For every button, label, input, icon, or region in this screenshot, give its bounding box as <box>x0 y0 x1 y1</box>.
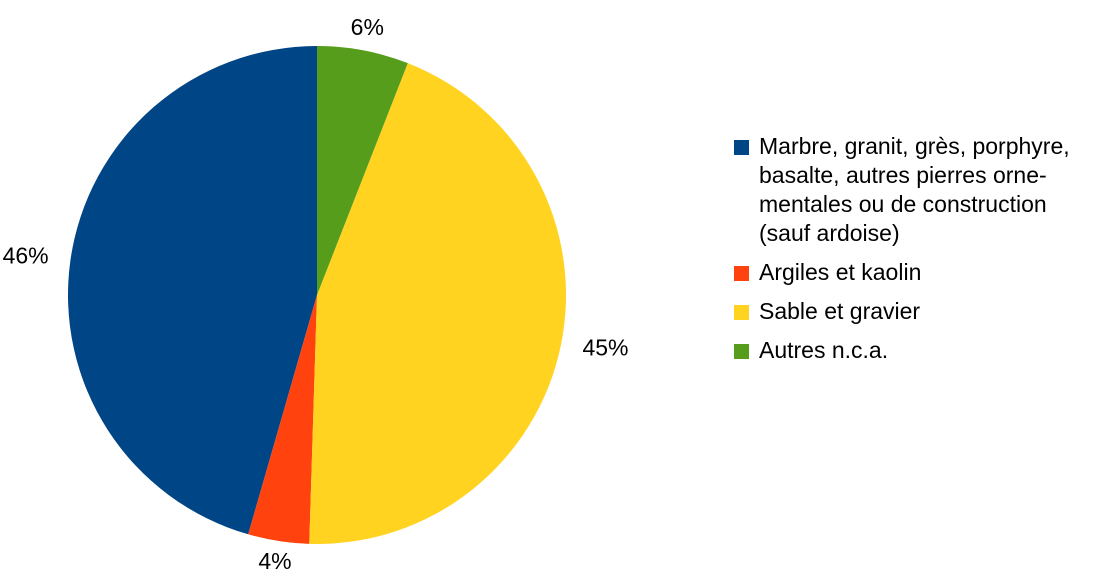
pie-slice-argiles <box>248 295 317 544</box>
legend: Marbre, granit, grès, porphyre, basalte,… <box>734 132 1106 375</box>
legend-label-autres: Autres n.c.a. <box>759 337 889 363</box>
legend-swatch-argiles <box>734 266 749 281</box>
legend-item-argiles: Argiles et kaolin <box>734 258 1106 287</box>
legend-label-sable: Sable et gravier <box>759 298 921 324</box>
legend-swatch-sable <box>734 305 749 320</box>
data-label-sable: 45% <box>582 334 628 360</box>
legend-item-autres: Autres n.c.a. <box>734 336 1106 365</box>
pie-slice-marbre <box>68 46 317 535</box>
legend-label-marbre: Marbre, granit, grès, porphyre, basalte,… <box>759 133 1070 246</box>
legend-label-argiles: Argiles et kaolin <box>759 259 922 285</box>
data-label-argiles: 4% <box>258 548 291 574</box>
legend-swatch-autres <box>734 344 749 359</box>
data-label-marbre: 46% <box>3 242 49 268</box>
pie-slices <box>68 46 567 544</box>
legend-item-sable: Sable et gravier <box>734 297 1106 326</box>
pie-chart: 46% 4% 45% 6% <box>3 14 629 574</box>
legend-swatch-marbre <box>734 140 749 155</box>
data-label-autres: 6% <box>351 14 384 40</box>
legend-item-marbre: Marbre, granit, grès, porphyre, basalte,… <box>734 132 1106 248</box>
pie-slice-sable <box>309 63 567 544</box>
pie-labels: 46% 4% 45% 6% <box>3 14 629 574</box>
pie-slice-autres <box>317 46 408 295</box>
